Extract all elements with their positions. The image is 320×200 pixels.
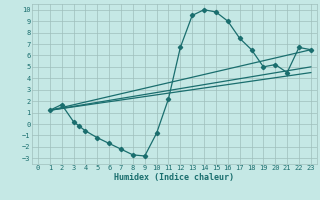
X-axis label: Humidex (Indice chaleur): Humidex (Indice chaleur) xyxy=(115,173,234,182)
